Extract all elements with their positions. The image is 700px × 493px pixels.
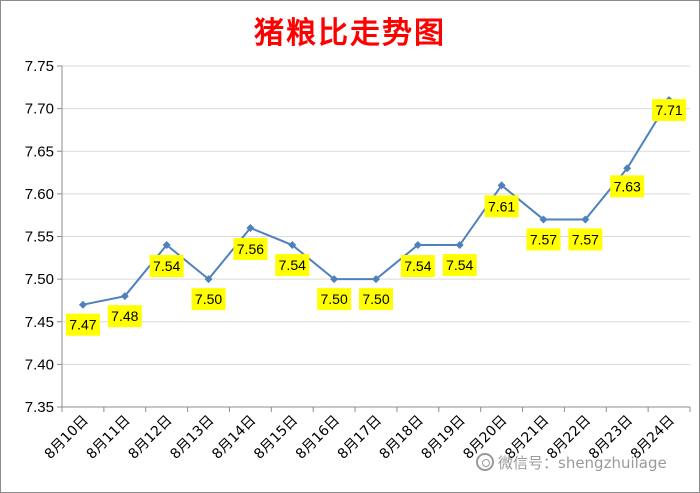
wechat-icon: [476, 453, 494, 471]
data-label-text: 7.54: [279, 257, 306, 273]
x-tick-label: 8月16日: [293, 413, 343, 463]
data-point: [78, 300, 87, 309]
data-label-text: 7.54: [153, 258, 180, 274]
data-label: 7.57: [568, 228, 603, 251]
y-tick-label: 7.55: [25, 229, 54, 246]
data-label-text: 7.56: [237, 241, 264, 257]
y-tick-label: 7.50: [25, 271, 54, 288]
data-point: [288, 241, 297, 250]
data-label: 7.54: [442, 254, 477, 277]
data-point: [623, 164, 632, 173]
data-label-box: [233, 237, 268, 260]
y-tick-labels: 7.35 7.40 7.45 7.50 7.55 7.60 7.65 7.70 7.75: [25, 58, 54, 416]
data-label: 7.47: [65, 313, 100, 336]
data-label-text: 7.50: [321, 291, 348, 307]
y-tick-label: 7.65: [25, 143, 54, 160]
data-label: 7.50: [317, 288, 352, 311]
data-label-box: [526, 228, 561, 251]
data-label-text: 7.54: [446, 257, 473, 273]
data-label: 7.54: [400, 255, 435, 278]
data-label-box: [400, 255, 435, 278]
x-tick-label: 8月12日: [125, 413, 175, 463]
data-label-text: 7.63: [614, 178, 641, 194]
data-label-box: [484, 195, 519, 218]
data-label-box: [275, 254, 310, 277]
data-label-box: [149, 255, 184, 278]
data-point: [455, 241, 464, 250]
data-point: [539, 215, 548, 224]
x-tick-label: 8月11日: [84, 413, 134, 463]
data-point: [330, 275, 339, 284]
data-label-box: [442, 254, 477, 277]
data-label: 7.50: [191, 288, 226, 311]
data-label-box: [107, 305, 142, 328]
data-point: [120, 292, 129, 301]
data-label-box: [317, 288, 352, 311]
data-label: 7.54: [149, 255, 184, 278]
data-label: 7.57: [526, 228, 561, 251]
data-label-text: 7.47: [69, 317, 96, 333]
data-label-box: [191, 288, 226, 311]
x-tick-label: 8月13日: [167, 413, 217, 463]
axes: [57, 65, 691, 412]
y-tick-label: 7.75: [25, 58, 54, 75]
y-tick-label: 7.45: [25, 314, 54, 331]
data-label-text: 7.48: [111, 308, 138, 324]
data-label-box: [568, 228, 603, 251]
data-point: [204, 275, 213, 284]
y-tick-label: 7.70: [25, 101, 54, 118]
data-label-box: [652, 99, 687, 122]
data-label: 7.71: [652, 99, 687, 122]
data-point: [162, 241, 171, 250]
data-label-box: [359, 288, 393, 311]
x-tick-label: 8月17日: [335, 413, 385, 463]
x-tick-label: 8月19日: [419, 413, 469, 463]
y-tick-label: 7.40: [25, 356, 54, 373]
chart-title: 猪粮比走势图: [254, 16, 446, 51]
data-label: 7.54: [275, 254, 310, 277]
y-tick-label: 7.35: [25, 399, 54, 416]
data-label: 7.63: [610, 175, 645, 198]
watermark: 微信号：shengzhuilage: [476, 450, 696, 474]
data-label-box: [65, 313, 100, 336]
x-tick-label: 8月18日: [377, 413, 427, 463]
data-label-text: 7.57: [530, 231, 557, 247]
data-label-box: [610, 175, 645, 198]
data-point: [413, 241, 422, 250]
y-tick-label: 7.60: [25, 186, 54, 203]
data-point: [372, 275, 380, 284]
data-label-text: 7.54: [404, 258, 431, 274]
data-labels: 7.47 7.48 7.54 7.50 7.56 7.54 7.50 7.50 7.54 7.54…: [65, 99, 687, 336]
data-label-text: 7.57: [572, 231, 599, 247]
data-point: [497, 181, 506, 190]
x-tick-label: 8月15日: [251, 413, 301, 463]
data-point: [246, 223, 255, 232]
x-tick-label: 8月14日: [209, 413, 259, 463]
data-label: 7.50: [359, 288, 393, 311]
data-point: [581, 215, 590, 224]
data-label: 7.56: [233, 237, 268, 260]
watermark-text: 微信号：shengzhuilage: [498, 453, 667, 472]
data-label: 7.61: [484, 195, 519, 218]
data-label-text: 7.50: [195, 291, 222, 307]
data-label-text: 7.61: [488, 198, 515, 214]
data-label-text: 7.50: [362, 291, 389, 307]
data-label-text: 7.71: [655, 102, 682, 118]
data-label: 7.48: [107, 305, 142, 328]
grid-lines: [62, 65, 690, 365]
x-tick-label: 8月10日: [42, 413, 92, 463]
